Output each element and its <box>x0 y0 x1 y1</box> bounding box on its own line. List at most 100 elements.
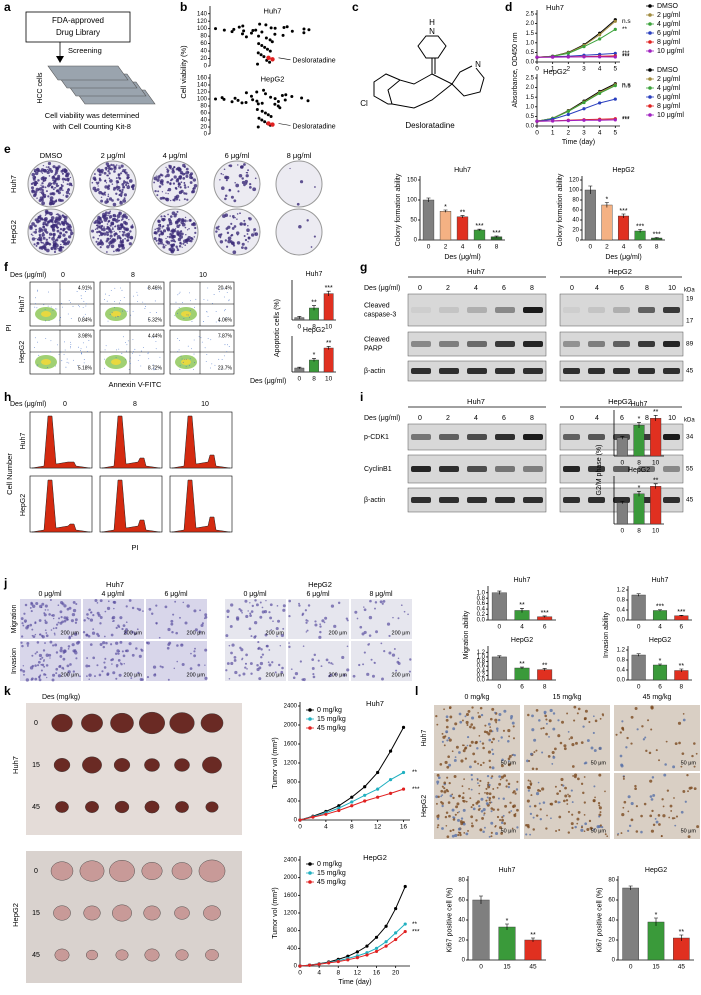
y-tick-label: 40 <box>200 49 207 55</box>
event <box>81 298 82 299</box>
cell <box>305 622 307 624</box>
bar <box>673 938 689 960</box>
cell <box>258 677 261 680</box>
significance: *** <box>622 54 630 61</box>
colony <box>235 184 239 188</box>
screen-point <box>286 25 289 28</box>
cell <box>26 625 29 628</box>
nucleus <box>571 743 574 746</box>
x-tick-label: 8 <box>543 684 547 691</box>
nucleus <box>484 730 487 733</box>
colony <box>160 215 162 217</box>
screen-point <box>307 99 310 102</box>
colony <box>185 227 187 229</box>
cell <box>110 643 112 645</box>
colony <box>49 219 52 222</box>
cell <box>369 634 372 637</box>
nucleus <box>459 721 462 724</box>
panel-letter: e <box>4 142 11 156</box>
nucleus <box>539 790 541 792</box>
label: 4 <box>595 415 599 422</box>
bar <box>618 216 629 240</box>
nucleus <box>471 741 474 744</box>
event <box>188 346 189 347</box>
legend-marker <box>648 104 652 108</box>
nucleus <box>628 795 631 798</box>
event <box>125 342 126 343</box>
y-axis-label: Tumor vol (mm³) <box>272 737 279 788</box>
colony <box>55 242 58 245</box>
label: Huh7 <box>467 397 485 406</box>
cell <box>193 654 196 657</box>
colony <box>234 182 236 184</box>
colony <box>47 195 49 197</box>
event <box>139 355 140 356</box>
colony <box>186 239 188 241</box>
colony <box>46 178 47 179</box>
nucleus <box>553 712 555 714</box>
nucleus <box>530 753 533 756</box>
colony <box>104 214 107 217</box>
colony <box>177 234 179 236</box>
colony <box>64 239 66 241</box>
colony <box>246 174 249 177</box>
label: 45 <box>32 804 40 811</box>
label: 200 μm <box>392 630 411 636</box>
colony <box>249 186 252 189</box>
nucleus <box>458 751 461 754</box>
nucleus <box>500 779 502 781</box>
colony <box>63 195 64 196</box>
nucleus <box>494 719 497 722</box>
colony <box>91 230 94 233</box>
point <box>614 55 617 58</box>
event <box>216 311 217 312</box>
nucleus <box>544 711 547 714</box>
event <box>51 340 52 341</box>
colony <box>108 212 111 215</box>
cell <box>47 609 48 610</box>
nucleus <box>631 818 634 821</box>
tumor <box>145 949 160 961</box>
cell <box>231 643 234 646</box>
cell <box>58 622 60 624</box>
nucleus <box>479 828 482 831</box>
nucleus <box>471 825 474 828</box>
point <box>567 119 570 122</box>
nucleus <box>463 809 466 812</box>
cell <box>30 602 32 604</box>
nucleus <box>437 796 439 798</box>
cell <box>311 658 314 661</box>
annotation-arrow <box>279 124 291 126</box>
nucleus <box>460 820 463 823</box>
nucleus <box>575 742 578 745</box>
event <box>127 311 128 312</box>
screen-point <box>245 35 248 38</box>
nucleus <box>452 727 455 730</box>
nucleus <box>656 749 658 751</box>
cell <box>374 608 376 610</box>
colony <box>62 173 64 175</box>
screen-point <box>291 30 294 33</box>
colony <box>117 198 120 201</box>
colony <box>218 234 222 238</box>
legend-marker <box>648 13 652 17</box>
event <box>191 348 192 349</box>
cell <box>53 627 55 629</box>
label: HepG2 <box>20 494 27 516</box>
colony <box>54 227 55 228</box>
cell <box>168 679 170 681</box>
colony <box>157 227 160 230</box>
legend-label: 4 μg/ml <box>657 21 681 28</box>
label: 10 <box>201 401 209 408</box>
label: Desloratadine <box>405 121 455 130</box>
colony <box>224 198 227 201</box>
cell <box>277 605 279 607</box>
point <box>375 947 378 950</box>
event <box>120 288 121 289</box>
event <box>43 304 44 305</box>
y-tick-label: 80 <box>458 878 465 884</box>
y-tick-label: 120 <box>197 19 208 25</box>
nucleus <box>481 810 484 813</box>
screen-point <box>257 42 260 45</box>
colony <box>163 229 166 232</box>
